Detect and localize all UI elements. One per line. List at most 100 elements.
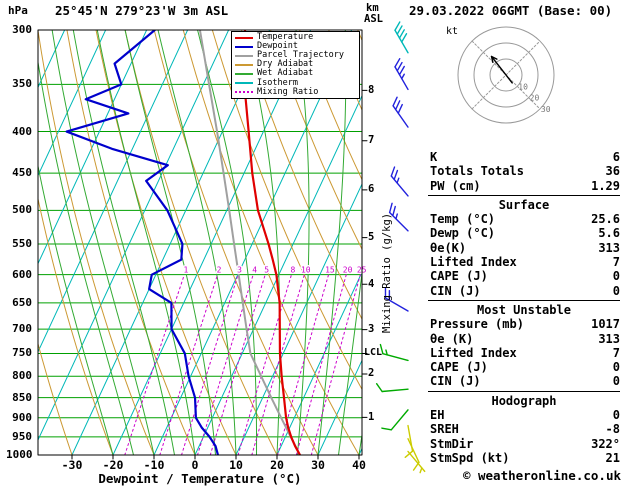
stat-row: StmSpd (kt) 21 xyxy=(428,451,620,465)
legend-label: Isotherm xyxy=(257,77,298,88)
stat-label: CAPE (J) xyxy=(430,360,488,375)
stat-value: 322° xyxy=(591,436,620,451)
pressure-tick-label: 550 xyxy=(12,236,32,250)
legend-item: Temperature xyxy=(235,33,359,42)
legend: Temperature Dewpoint Parcel Trajectory Dry … xyxy=(231,31,360,99)
km-tick-label: 3 xyxy=(368,323,375,336)
stat-row: SREH -8 xyxy=(428,422,620,436)
pressure-tick-label: 350 xyxy=(12,77,32,91)
pressure-tick-label: 600 xyxy=(12,267,32,281)
stat-row: PW (cm) 1.29 xyxy=(428,179,620,193)
stat-value: 7 xyxy=(612,255,620,270)
stat-row: CAPE (J) 0 xyxy=(428,269,620,283)
stat-row: Lifted Index 7 xyxy=(428,346,620,360)
temp-tick-label: -30 xyxy=(61,458,83,472)
legend-swatch xyxy=(235,82,253,85)
stat-row: CIN (J) 0 xyxy=(428,284,620,298)
table-section-header: Most Unstable xyxy=(477,302,571,317)
stat-value: 1017 xyxy=(591,317,620,332)
legend-item: Isotherm xyxy=(235,78,359,87)
stat-value: 7 xyxy=(612,345,620,360)
legend-item: Dry Adiabat xyxy=(235,60,359,69)
table-separator xyxy=(428,194,620,196)
km-tick-label: 5 xyxy=(368,231,375,244)
stat-label: SREH xyxy=(430,422,459,437)
temp-tick-label: 30 xyxy=(311,458,325,472)
stat-label: Totals Totals xyxy=(430,164,524,179)
stat-label: EH xyxy=(430,408,445,423)
legend-swatch xyxy=(235,63,253,66)
pressure-tick-label: 900 xyxy=(12,410,32,424)
table-separator xyxy=(428,299,620,301)
asl-unit-label: ASL xyxy=(364,13,383,25)
stat-value: 0 xyxy=(612,269,620,284)
stat-label: CIN (J) xyxy=(430,283,481,298)
stat-label: CAPE (J) xyxy=(430,269,488,284)
stat-row: Temp (°C) 25.6 xyxy=(428,212,620,226)
stat-value: 25.6 xyxy=(591,212,620,227)
stat-row: StmDir 322° xyxy=(428,437,620,451)
stat-row: Pressure (mb) 1017 xyxy=(428,317,620,331)
stat-row: CIN (J) 0 xyxy=(428,374,620,388)
legend-label: Mixing Ratio xyxy=(257,86,319,97)
legend-swatch xyxy=(235,45,253,48)
pressure-unit-label: hPa xyxy=(8,4,28,17)
legend-label: Wet Adiabat xyxy=(257,68,314,79)
table-section-header: Surface xyxy=(498,197,550,212)
legend-label: Temperature xyxy=(257,32,314,43)
stat-value: 0 xyxy=(612,374,620,389)
legend-label: Dewpoint xyxy=(257,41,298,52)
copyright: © weatheronline.co.uk xyxy=(462,468,621,483)
temp-tick-label: 20 xyxy=(270,458,284,472)
pressure-tick-label: 400 xyxy=(12,124,32,138)
kt-unit-label: kt xyxy=(446,26,459,37)
stat-value: 0 xyxy=(612,408,620,423)
km-tick-label: 2 xyxy=(368,367,375,380)
stat-label: K xyxy=(430,150,438,164)
pressure-tick-label: 650 xyxy=(12,295,32,309)
pressure-tick-label: 300 xyxy=(12,23,32,36)
stat-label: StmSpd (kt) xyxy=(430,450,510,465)
pressure-tick-label: 850 xyxy=(12,390,32,404)
stat-label: Lifted Index xyxy=(430,345,517,360)
stat-value: 313 xyxy=(598,331,620,346)
legend-item: Dewpoint xyxy=(235,42,359,51)
pressure-tick-label: 700 xyxy=(12,322,32,336)
x-axis-title: Dewpoint / Temperature (°C) xyxy=(98,471,302,486)
stat-label: Dewp (°C) xyxy=(430,226,496,241)
stat-label: Temp (°C) xyxy=(430,212,496,227)
legend-swatch xyxy=(235,91,253,94)
km-tick-label: 4 xyxy=(368,277,375,290)
stat-label: Pressure (mb) xyxy=(430,317,524,332)
stat-value: 313 xyxy=(598,240,620,255)
pressure-tick-label: 800 xyxy=(12,369,32,383)
pressure-tick-label: 450 xyxy=(12,166,32,180)
legend-swatch xyxy=(235,72,253,75)
stat-row: Lifted Index 7 xyxy=(428,255,620,269)
temp-tick-label: 10 xyxy=(229,458,243,472)
stat-label: PW (cm) xyxy=(430,178,481,193)
legend-swatch xyxy=(235,36,253,39)
pressure-tick-label: 500 xyxy=(12,203,32,217)
stat-value: 21 xyxy=(605,450,620,465)
stat-value: 6 xyxy=(612,150,620,164)
datetime: 29.03.2022 06GMT (Base: 00) xyxy=(409,3,613,18)
table-separator xyxy=(428,390,620,392)
stat-row: Dewp (°C) 5.6 xyxy=(428,226,620,240)
stat-row: θe(K) 313 xyxy=(428,241,620,255)
legend-item: Mixing Ratio xyxy=(235,86,359,97)
stat-value: 1.29 xyxy=(591,178,620,193)
km-tick-label: 7 xyxy=(368,134,375,147)
legend-swatch xyxy=(235,54,253,57)
stat-label: StmDir xyxy=(430,436,474,451)
stat-row: Totals Totals 36 xyxy=(428,164,620,178)
table-section-header: Hodograph xyxy=(491,393,557,408)
stat-label: Lifted Index xyxy=(430,255,517,270)
legend-label: Parcel Trajectory xyxy=(257,50,344,61)
temp-tick-label: -10 xyxy=(143,458,165,472)
lcl-label: LCL xyxy=(364,347,383,358)
stat-value: 5.6 xyxy=(598,226,620,241)
km-tick-label: 1 xyxy=(368,410,375,423)
